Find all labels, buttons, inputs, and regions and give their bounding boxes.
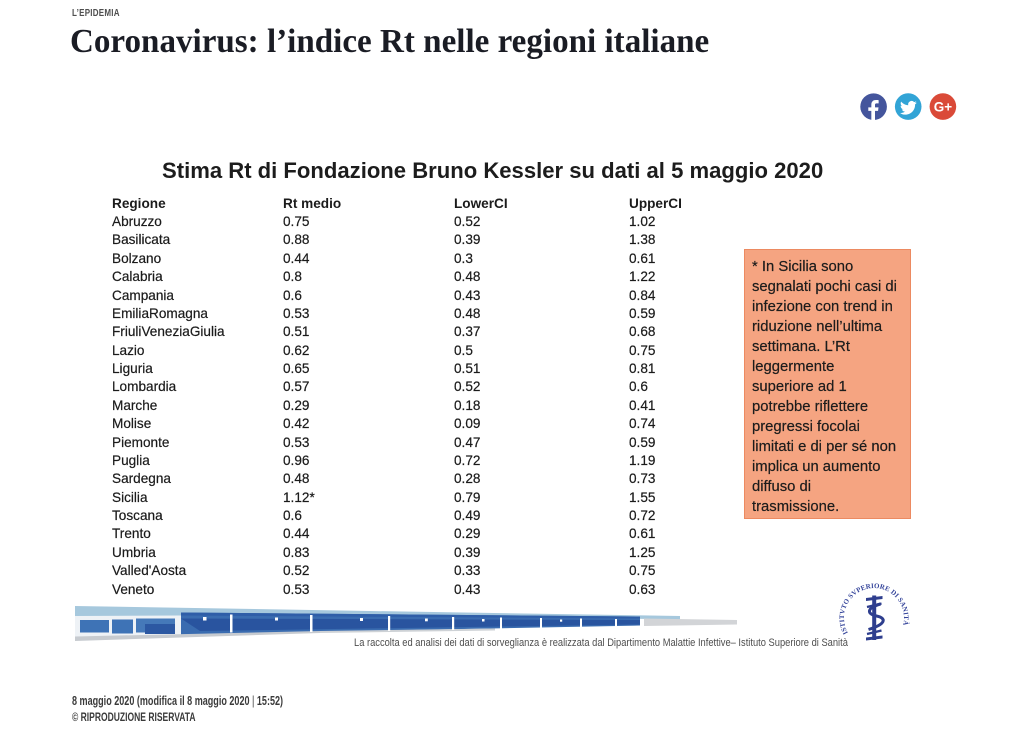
svg-text:G+: G+	[934, 99, 953, 114]
